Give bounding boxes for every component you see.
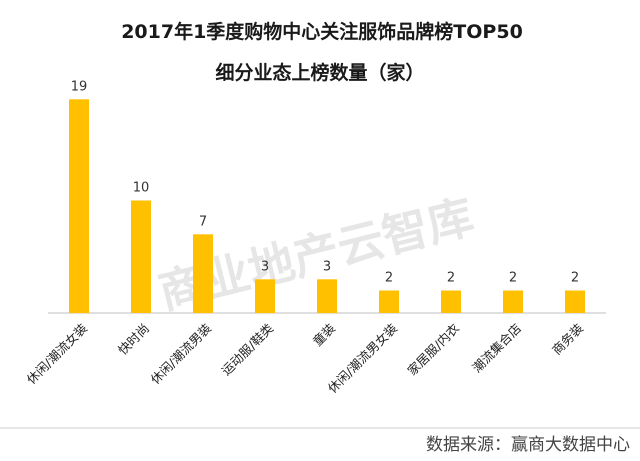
bars-group <box>69 99 585 314</box>
bar-3 <box>255 279 275 314</box>
bar-7 <box>503 290 523 313</box>
chart-subtitle: 细分业态上榜数量（家） <box>215 61 424 84</box>
value-label-8: 2 <box>571 271 579 286</box>
chart-title: 2017年1季度购物中心关注服饰品牌榜TOP50 <box>121 20 523 43</box>
value-label-2: 7 <box>199 214 207 229</box>
bar-4 <box>317 279 337 314</box>
value-label-0: 19 <box>71 79 88 94</box>
value-label-5: 2 <box>385 271 393 286</box>
category-label-2: 休闲/潮流男装 <box>147 321 214 388</box>
value-label-4: 3 <box>323 259 331 274</box>
value-label-7: 2 <box>509 271 517 286</box>
category-label-6: 家居服/内衣 <box>404 320 462 378</box>
bar-2 <box>193 234 213 314</box>
value-label-3: 3 <box>261 259 269 274</box>
category-label-4: 童装 <box>310 321 338 349</box>
bar-6 <box>441 290 461 313</box>
source-note: 数据来源：赢商大数据中心 <box>426 435 630 455</box>
category-label-7: 潮流集合店 <box>469 321 524 376</box>
category-label-1: 快时尚 <box>115 321 152 358</box>
category-labels-group: 休闲/潮流女装 快时尚休闲/潮流男装 运动服/鞋类 童装休闲/潮流男女装 家居服/内衣潮… <box>23 320 586 396</box>
bar-0 <box>69 99 89 314</box>
bar-8 <box>565 290 585 313</box>
value-labels-group: 19 10 7 3 3 2 2 2 2 <box>71 79 579 285</box>
category-label-8: 商务装 <box>549 321 586 358</box>
bar-1 <box>131 200 151 313</box>
category-label-3: 运动服/鞋类 <box>218 320 276 378</box>
value-label-6: 2 <box>447 271 455 286</box>
value-label-1: 10 <box>133 181 150 196</box>
bar-5 <box>379 290 399 313</box>
category-label-0: 休闲/潮流女装 <box>23 321 90 388</box>
